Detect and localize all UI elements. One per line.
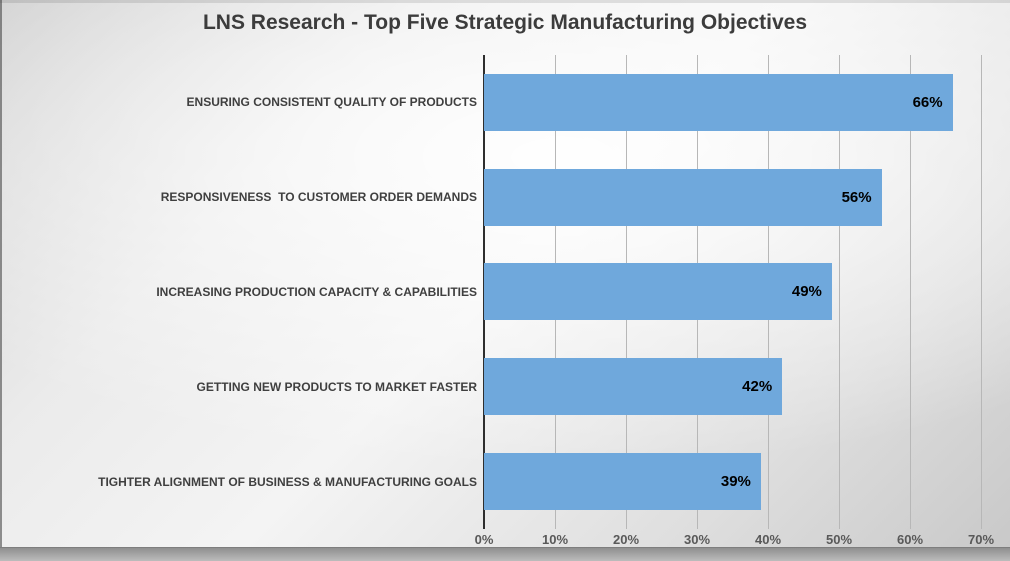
x-axis-tick-label: 20% xyxy=(612,532,640,547)
category-label: ENSURING CONSISTENT QUALITY OF PRODUCTS xyxy=(186,95,477,110)
bar-row: INCREASING PRODUCTION CAPACITY & CAPABIL… xyxy=(0,245,1010,340)
slide-bottom-shadow xyxy=(0,547,1010,561)
gridline xyxy=(981,55,982,529)
value-label: 39% xyxy=(720,473,751,491)
category-label: INCREASING PRODUCTION CAPACITY & CAPABIL… xyxy=(156,284,477,299)
chart-title: LNS Research - Top Five Strategic Manufa… xyxy=(202,11,808,34)
slide-top-edge xyxy=(0,0,1010,3)
bar-row: GETTING NEW PRODUCTS TO MARKET FASTER 42% xyxy=(0,339,1010,434)
bar: 42% xyxy=(484,358,783,416)
bar: 49% xyxy=(484,263,832,321)
gridline xyxy=(839,55,840,529)
x-axis-tick-label: 40% xyxy=(754,532,782,547)
bar-row: TIGHTER ALIGNMENT OF BUSINESS & MANUFACT… xyxy=(0,434,1010,529)
bar: 39% xyxy=(484,453,761,511)
bar-row: ENSURING CONSISTENT QUALITY OF PRODUCTS 6… xyxy=(0,55,1010,150)
gridline xyxy=(910,55,911,529)
value-label: 66% xyxy=(912,93,943,111)
value-label: 49% xyxy=(791,283,822,301)
x-axis-tick-label: 60% xyxy=(896,532,924,547)
bar: 66% xyxy=(484,73,953,131)
x-axis-tick-label: 30% xyxy=(683,532,711,547)
category-label: TIGHTER ALIGNMENT OF BUSINESS & MANUFACT… xyxy=(98,474,477,489)
value-label: 56% xyxy=(841,188,872,206)
x-axis-tick-label: 0% xyxy=(474,532,494,547)
slide-left-edge xyxy=(0,0,2,561)
value-label: 42% xyxy=(742,378,773,396)
category-label: GETTING NEW PRODUCTS TO MARKET FASTER xyxy=(196,379,477,394)
x-axis-tick-label: 50% xyxy=(825,532,853,547)
x-axis-tick-label: 70% xyxy=(967,532,995,547)
bar-row: RESPONSIVENESS TO CUSTOMER ORDER DEMANDS… xyxy=(0,150,1010,245)
x-axis-tick-label: 10% xyxy=(541,532,569,547)
category-label: RESPONSIVENESS TO CUSTOMER ORDER DEMANDS xyxy=(160,190,477,205)
bar: 56% xyxy=(484,168,882,226)
